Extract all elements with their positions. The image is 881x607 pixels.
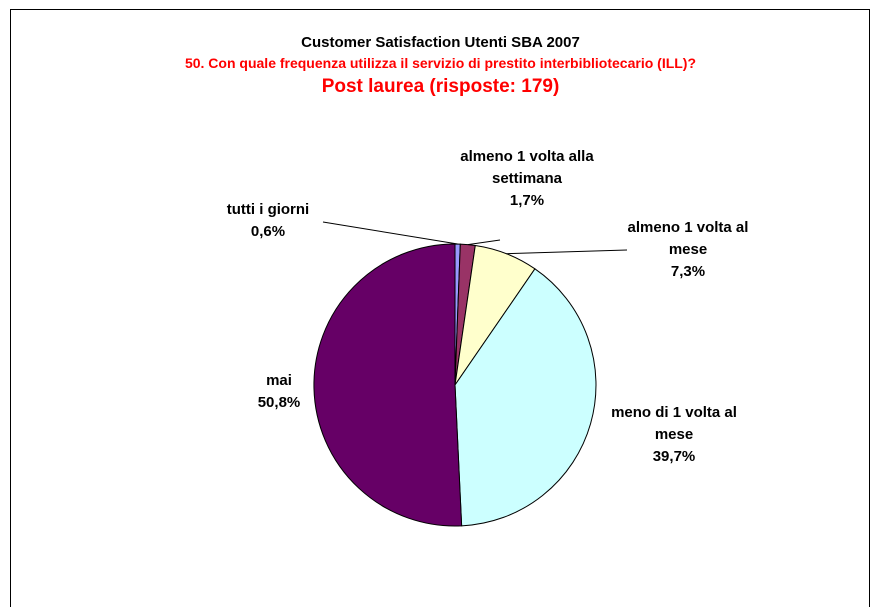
chart-subtitle-2: Post laurea (risposte: 179) [321, 76, 560, 97]
slice-label-tutti-i-giorni: tutti i giorni 0,6% [227, 201, 309, 240]
slice-value-label: 50,8% [258, 394, 301, 411]
slice-category-label: almeno 1 volta alla [460, 148, 594, 165]
leader-line-tutti-i-giorni [322, 221, 458, 245]
chart-frame [10, 9, 870, 607]
slice-value-label: 7,3% [671, 263, 705, 280]
slice-value-label: 0,6% [251, 223, 285, 240]
slice-category-label: settimana [492, 170, 563, 187]
chart-title: Customer Satisfaction Utenti SBA 2007 [301, 34, 580, 51]
slice-category-label: almeno 1 volta al [628, 219, 749, 236]
slice-label-mai: mai 50,8% [258, 372, 301, 411]
chart-subtitle: 50. Con quale frequenza utilizza il serv… [184, 55, 697, 71]
slice-category-label: tutti i giorni [227, 201, 309, 218]
slice-category-label: mai [266, 372, 292, 389]
slice-value-label: 1,7% [510, 192, 544, 209]
slice-category-label: mese [655, 426, 693, 443]
pie-slice-mai [313, 243, 463, 527]
pie-slice-meno-di-1-mese [454, 268, 597, 527]
leader-line-almeno-1-mese [506, 249, 628, 255]
slice-category-label: mese [669, 241, 707, 258]
slice-category-label: meno di 1 volta al [611, 404, 737, 421]
slice-label-meno-di-1-mese: meno di 1 volta al mese 39,7% [611, 404, 737, 465]
slice-value-label: 39,7% [653, 448, 696, 465]
leader-line-almeno-1-settimana [467, 239, 501, 246]
slice-label-almeno-1-mese: almeno 1 volta al mese 7,3% [628, 219, 749, 280]
slice-label-almeno-1-settimana: almeno 1 volta alla settimana 1,7% [460, 148, 594, 209]
